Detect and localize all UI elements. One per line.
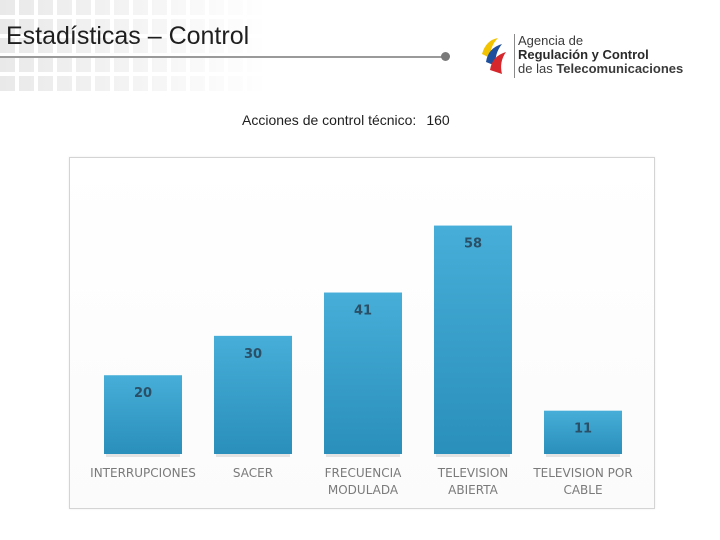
bar-value-label: 30 [244,347,262,362]
bar-value-label: 41 [354,304,372,319]
bar-chart-frame: 20 INTERRUPCIONES 30 SACER 41 FRECUENCIA MODUL… [69,157,655,509]
title-divider-dot [441,52,450,61]
decorative-grid-pattern [0,0,270,100]
logo-line-3-bold: Telecomunicaciones [556,61,684,76]
summary-value: 160 [426,112,450,128]
category-tick-label: MODULADA [328,483,399,497]
bar [544,410,622,454]
bar-shadow [546,454,620,457]
arcotel-emblem-icon [482,38,506,74]
bar [324,292,402,454]
category-tick-label: ABIERTA [448,483,498,497]
bar-shadow [436,454,510,457]
page-title: Estadísticas – Control [6,22,250,50]
bar-value-label: 20 [134,386,152,401]
control-actions-summary: Acciones de control técnico: 160 [242,112,450,128]
category-tick-label: CABLE [563,483,602,497]
category-tick-label: INTERRUPCIONES [90,466,196,480]
category-tick-label: FRECUENCIA [325,466,402,480]
bar-shadow [216,454,290,457]
logo-line-3: de las Telecomunicaciones [518,62,683,76]
category-tick-label: TELEVISION [437,466,509,480]
title-divider-line [0,56,444,58]
logo-line-3-prefix: de las [518,61,557,76]
summary-label: Acciones de control técnico: [242,112,417,128]
logo-line-2: Regulación y Control [518,47,649,62]
category-tick-label: SACER [233,466,273,480]
bar-chart: 20 INTERRUPCIONES 30 SACER 41 FRECUENCIA MODUL… [90,225,633,497]
bar-value-label: 11 [574,422,592,437]
bar-shadow [106,454,180,457]
logo-divider [514,34,515,78]
bar [104,375,182,454]
bar-value-label: 58 [464,237,482,252]
logo-text: Agencia de Regulación y Control de las T… [518,34,683,76]
logo-line-1: Agencia de [518,33,584,48]
arcotel-logo: Agencia de Regulación y Control de las T… [478,32,698,82]
bar [214,335,292,454]
bar-shadow [326,454,400,457]
bar [434,225,512,454]
category-tick-label: TELEVISION POR [532,466,632,480]
